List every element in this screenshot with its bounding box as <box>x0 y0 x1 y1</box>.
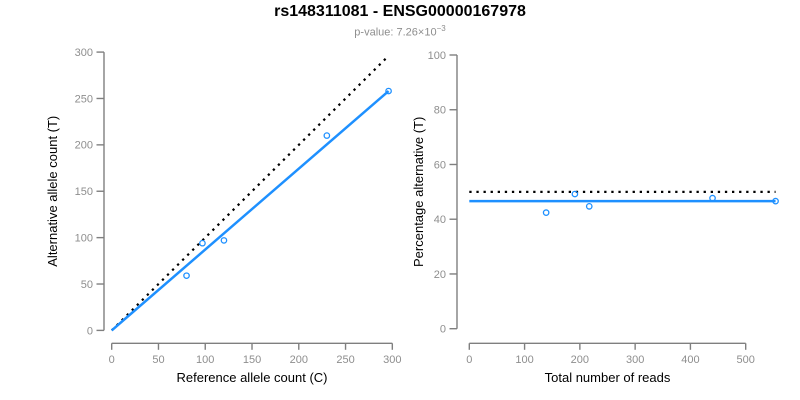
y-tick-label: 0 <box>440 324 446 336</box>
y-tick-label: 0 <box>87 325 93 337</box>
y-axis-title: Alternative allele count (T) <box>45 116 60 267</box>
data-point <box>323 132 331 139</box>
y-tick-label: 80 <box>434 105 446 117</box>
x-tick-label: 100 <box>196 354 214 366</box>
x-tick-label: 50 <box>152 354 164 366</box>
p-value-exponent: −3 <box>436 24 446 33</box>
x-tick-label: 400 <box>681 354 699 366</box>
x-tick-label: 0 <box>109 354 115 366</box>
x-tick-label: 0 <box>466 354 472 366</box>
x-tick-label: 200 <box>290 354 308 366</box>
y-tick-label: 150 <box>75 186 93 198</box>
chart-2: 0 100 200 300 400 500 0 20 40 60 80 100 Total number… <box>411 50 779 385</box>
y-tick-label: 200 <box>75 140 93 152</box>
x-tick-label: 300 <box>383 354 401 366</box>
x-axis-title: Reference allele count (C) <box>176 370 327 385</box>
data-point <box>385 87 392 95</box>
x-tick-label: 200 <box>571 354 589 366</box>
expected-identity-line <box>110 55 390 332</box>
x-tick-label: 500 <box>737 354 755 366</box>
y-axis-title: Percentage alternative (T) <box>411 117 426 267</box>
x-tick-label: 250 <box>336 354 354 366</box>
fitted-line <box>110 90 390 332</box>
data-point <box>183 272 190 280</box>
y-tick-label: 60 <box>434 159 446 171</box>
chart-1: 0 50 100 150 200 250 300 0 50 100 150 200 250 300 Refe… <box>45 47 401 385</box>
y-tick-label: 40 <box>434 214 446 226</box>
y-tick-label: 100 <box>75 232 93 244</box>
x-axis-title: Total number of reads <box>545 370 671 385</box>
data-point <box>542 209 550 217</box>
data-point <box>220 237 228 244</box>
data-point <box>199 239 206 247</box>
y-tick-label: 300 <box>75 47 93 59</box>
y-tick-label: 50 <box>81 279 93 291</box>
data-point <box>571 190 579 198</box>
y-tick-label: 100 <box>428 50 446 62</box>
y-tick-label: 250 <box>75 93 93 105</box>
data-point <box>772 197 779 205</box>
figure-subtitle: p-value: 7.26×10−3 <box>0 24 800 39</box>
p-value-text: p-value: 7.26×10 <box>354 26 437 39</box>
y-tick-label: 20 <box>434 269 446 281</box>
x-tick-label: 100 <box>515 354 533 366</box>
data-point <box>709 194 716 202</box>
x-tick-label: 150 <box>243 354 261 366</box>
x-tick-label: 300 <box>626 354 644 366</box>
figure-title: rs148311081 - ENSG00000167978 <box>274 3 526 20</box>
data-point <box>585 203 593 210</box>
